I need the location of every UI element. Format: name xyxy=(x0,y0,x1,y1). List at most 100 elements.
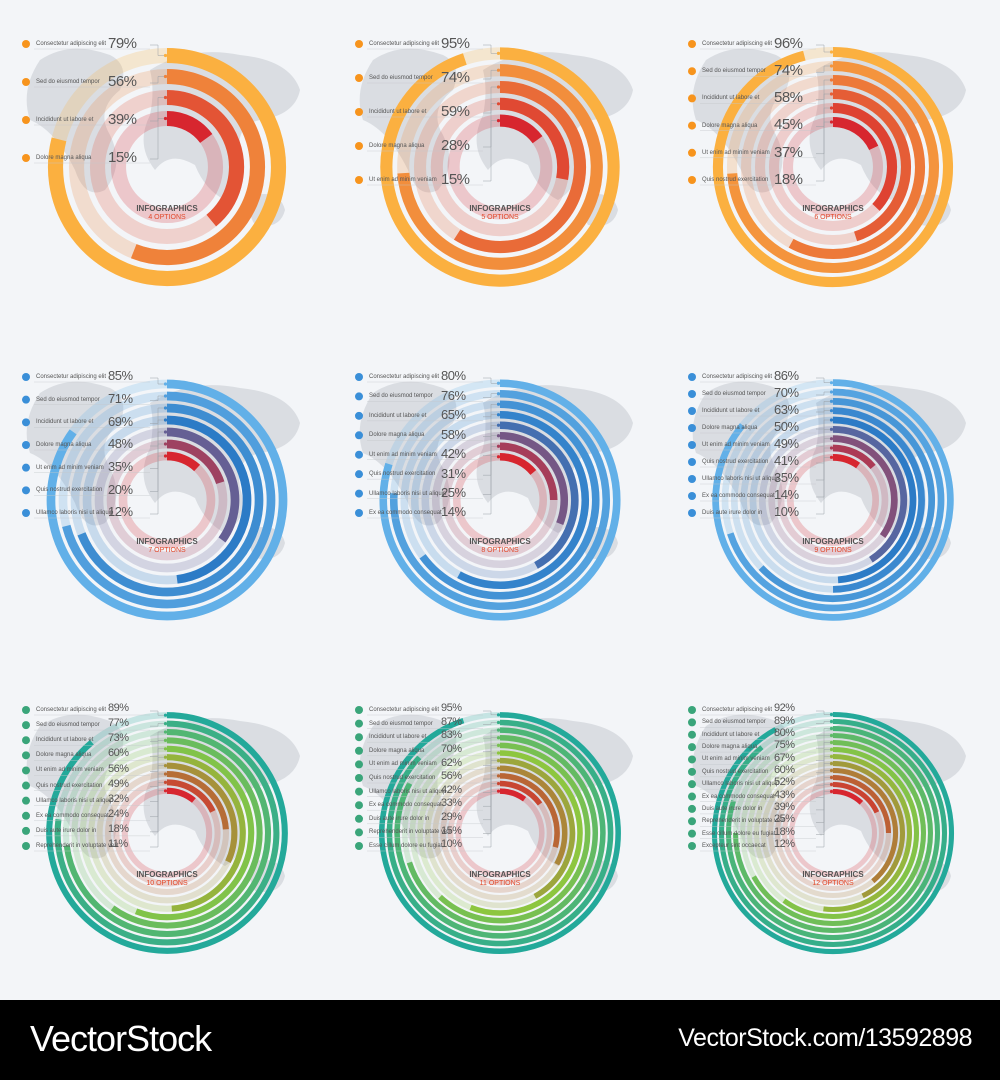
option-label: Quis nostrud exercitation xyxy=(369,775,436,781)
option-label: Quis nostrud exercitation xyxy=(36,782,103,789)
chat-icon xyxy=(688,718,696,727)
ring-marker-dot xyxy=(829,719,834,724)
leader-line xyxy=(483,377,497,384)
ring-marker-dot xyxy=(163,95,168,100)
option-percentage: 35% xyxy=(108,459,133,475)
option-percentage: 60% xyxy=(774,763,795,776)
option-percentage: 60% xyxy=(108,747,129,760)
ring-value-arc xyxy=(453,80,587,254)
chart-subtitle: 10 OPTIONS xyxy=(146,880,188,887)
leader-line xyxy=(816,44,830,53)
chart-subtitle: 7 OPTIONS xyxy=(148,547,186,554)
option-label: Reprehenderit in voluptate velit xyxy=(369,829,452,836)
ring-value-arc xyxy=(166,770,229,830)
globe-icon xyxy=(355,801,363,810)
option-percentage: 56% xyxy=(108,72,137,90)
brand-logo[interactable]: VectorStock xyxy=(30,1018,212,1059)
option-label: Dolore magna aliqua xyxy=(369,432,425,439)
ring-value-arc xyxy=(832,416,917,584)
phone-icon xyxy=(355,774,363,782)
ring-value-arc xyxy=(499,97,570,180)
ring-marker-dot xyxy=(163,755,168,759)
leader-line xyxy=(150,97,164,122)
option-label: Ut enim ad minim veniam xyxy=(369,451,437,458)
option-percentage: 32% xyxy=(108,792,129,805)
leader-line xyxy=(816,65,830,73)
ring-marker-dot xyxy=(163,454,168,458)
chart-title: INFOGRAPHICS xyxy=(136,870,198,879)
leader-line xyxy=(150,731,164,742)
ring-value-arc xyxy=(782,746,919,920)
option-label: Incididunt ut labore et xyxy=(36,737,94,744)
option-label: Excepteur sint occaecat xyxy=(702,843,766,849)
ring-value-arc xyxy=(832,425,908,563)
leader-line xyxy=(150,740,164,757)
person-icon xyxy=(22,463,30,472)
option-label: Reprehenderit in voluptate velit xyxy=(702,818,785,825)
ring-marker-dot xyxy=(829,399,834,403)
option-percentage: 14% xyxy=(774,487,799,503)
option-label: Ex ea commodo consequat xyxy=(36,812,109,819)
option-percentage: 37% xyxy=(774,143,803,161)
option-label: Dolore magna aliqua xyxy=(36,155,92,161)
ring-value-arc xyxy=(499,773,560,848)
ring-value-arc xyxy=(379,379,621,621)
option-percentage: 62% xyxy=(441,756,462,769)
ring-marker-dot xyxy=(163,74,168,79)
option-percentage: 80% xyxy=(774,726,795,739)
option-percentage: 25% xyxy=(774,813,795,826)
option-label: Ut enim ad minim veniam xyxy=(702,442,770,448)
cloud-icon xyxy=(355,108,363,116)
ring-value-arc xyxy=(166,762,238,863)
person-icon xyxy=(355,450,363,459)
ring-value-arc xyxy=(166,451,201,472)
option-percentage: 65% xyxy=(441,407,466,423)
option-label: Dolore magna aliqua xyxy=(369,747,425,754)
option-label: Quis nostrud exercitation xyxy=(702,459,769,465)
ring-value-arc xyxy=(394,727,606,939)
leader-line xyxy=(150,76,164,84)
option-label: Consectetur adipiscing elit xyxy=(702,374,773,380)
option-percentage: 73% xyxy=(108,732,129,745)
option-label: Sed do eiusmod tempor xyxy=(36,396,100,403)
ring-marker-dot xyxy=(496,720,501,725)
ring-value-arc xyxy=(46,712,288,954)
clock-icon xyxy=(355,509,363,517)
option-percentage: 58% xyxy=(441,426,466,442)
chat-icon xyxy=(355,431,363,440)
ring-value-arc xyxy=(732,732,933,933)
chat-icon xyxy=(688,424,696,432)
option-percentage: 89% xyxy=(774,714,795,727)
radial-chart xyxy=(355,706,633,954)
leader-line xyxy=(150,118,164,160)
option-percentage: 59% xyxy=(441,102,470,120)
radial-chart xyxy=(688,706,966,955)
chart-subtitle: 6 OPTIONS xyxy=(814,214,852,221)
pin-icon xyxy=(688,817,696,826)
option-label: Ex ea commodo consequat xyxy=(369,510,442,516)
ring-value-arc xyxy=(499,421,579,569)
globe-icon xyxy=(688,792,696,801)
ring-value-arc xyxy=(758,397,936,603)
ring-value-arc xyxy=(130,68,266,266)
option-percentage: 28% xyxy=(441,136,470,154)
radial-chart xyxy=(22,373,301,621)
ring-marker-dot xyxy=(829,92,834,96)
radial-chart xyxy=(355,373,633,621)
leader-line xyxy=(816,728,830,736)
option-percentage: 50% xyxy=(774,419,799,435)
gear-icon xyxy=(22,842,30,850)
gear-icon xyxy=(688,842,696,850)
option-label: Sed do eiusmod tempor xyxy=(36,79,100,85)
leader-line xyxy=(150,395,164,401)
ring-value-arc xyxy=(166,754,246,912)
ring-marker-dot xyxy=(163,738,168,742)
gear-icon xyxy=(355,842,363,850)
person-icon xyxy=(688,121,696,130)
ring-value-arc xyxy=(46,379,288,621)
ring-marker-dot xyxy=(163,442,168,446)
ring-marker-dot xyxy=(829,120,834,124)
option-percentage: 95% xyxy=(441,702,462,715)
option-label: Sed do eiusmod tempor xyxy=(702,719,766,726)
infographic-panel: Consectetur adipiscing elit 79% Sed do eiu… xyxy=(0,0,333,333)
